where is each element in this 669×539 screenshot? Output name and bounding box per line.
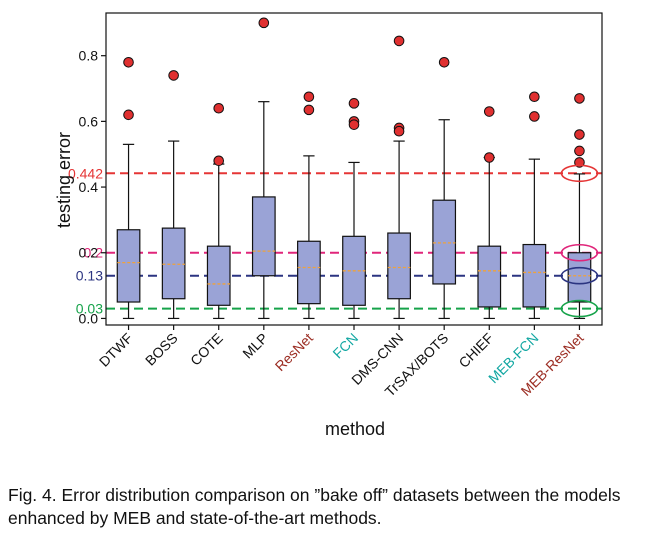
y-tick-label: 0.2: [79, 245, 99, 261]
box-mlp: [251, 196, 276, 277]
box-boss: [161, 227, 186, 300]
box-resnet: [297, 240, 321, 305]
highlight-ellipse: [560, 299, 599, 318]
reference-line-label: 0.2: [84, 245, 104, 261]
outlier-point: [213, 102, 225, 114]
y-tick-label: 0.4: [79, 179, 99, 195]
outlier-point: [348, 119, 360, 130]
outlier-point: [574, 145, 585, 157]
box-plot-chart: 0.442 0.2 0.13 0.03 0.0 0.2 0.4 0.6 0.8 DTWF BOSS…: [54, 12, 603, 439]
reference-line-label: 0.442: [68, 165, 103, 181]
box-dtwf: [116, 229, 141, 303]
box-trsax-bots: [432, 199, 457, 285]
reference-line-label: 0.13: [76, 268, 103, 284]
outlier-point: [303, 91, 315, 103]
reference-line-label: 0.03: [76, 301, 103, 317]
reference-lines: 0.442 0.2 0.13 0.03: [68, 165, 602, 317]
outlier-point: [393, 125, 405, 137]
y-axis-label: testing error: [54, 132, 74, 228]
y-tick-label: 0.6: [79, 113, 99, 129]
x-axis-label: method: [325, 419, 385, 439]
box-chief: [477, 245, 502, 308]
y-tick-label: 0.8: [79, 48, 99, 64]
outlier-point: [123, 56, 134, 68]
highlight-ellipse: [560, 266, 599, 285]
outlier-point: [348, 98, 360, 109]
outlier-point: [574, 93, 585, 104]
x-tick-label: ResNet: [272, 330, 316, 374]
x-tick-label: BOSS: [142, 330, 181, 369]
outlier-point: [574, 129, 585, 140]
outlier-point: [258, 17, 270, 29]
y-tick-label: 0.0: [79, 310, 99, 326]
outlier-point: [213, 155, 225, 167]
box-cote: [206, 245, 231, 306]
x-tick-label: MLP: [239, 330, 271, 362]
x-tick-label: DTWF: [96, 330, 136, 370]
x-tick-label: CHIEF: [455, 330, 496, 371]
highlight-ellipses: [560, 164, 599, 318]
box-meb-resnet: [567, 252, 592, 303]
outlier-point: [529, 91, 540, 103]
outlier-point: [168, 70, 179, 81]
outlier-point: [438, 56, 450, 68]
box-meb-fcn: [522, 243, 547, 308]
figure-caption: Fig. 4. Error distribution comparison on…: [8, 485, 621, 528]
boxes: [116, 17, 592, 320]
outlier-point: [529, 111, 540, 122]
outlier-point: [483, 152, 495, 163]
outlier-point: [303, 104, 315, 116]
highlight-ellipse: [560, 164, 599, 183]
box-dms-cnn: [387, 232, 411, 300]
highlight-ellipse: [560, 243, 599, 262]
x-tick-label: FCN: [329, 330, 361, 362]
outlier-point: [123, 109, 134, 121]
x-tick-label: COTE: [187, 330, 226, 369]
outlier-point: [483, 106, 495, 117]
outlier-point: [393, 35, 405, 47]
